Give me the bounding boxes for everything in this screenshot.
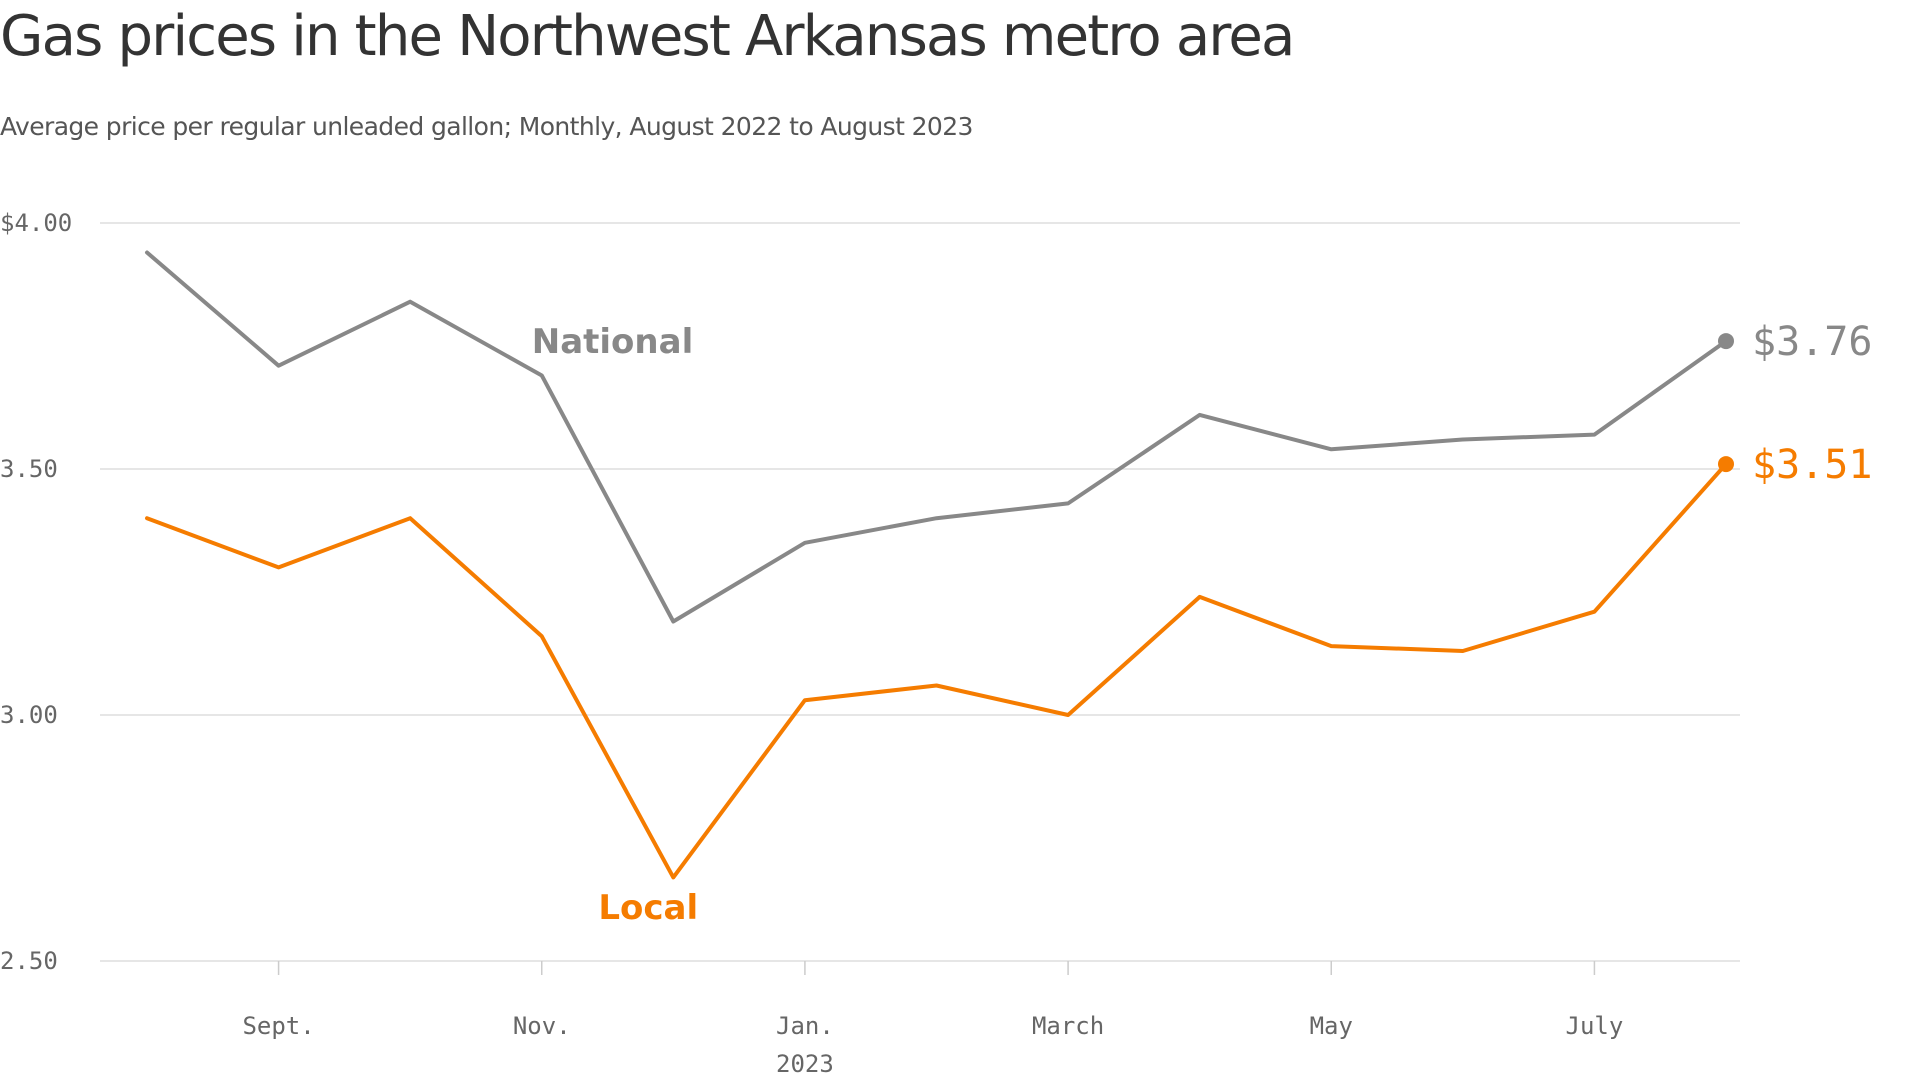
end-point-local bbox=[1718, 456, 1734, 473]
chart-subtitle: Average price per regular unleaded gallo… bbox=[0, 112, 973, 141]
series-line-local bbox=[145, 462, 1728, 880]
x-tick-label: March bbox=[1032, 1012, 1104, 1040]
x-year-label: 2023 bbox=[776, 1050, 834, 1078]
series-labels: $3.76 National $3.51 Local bbox=[532, 319, 1873, 928]
series-lines bbox=[145, 250, 1734, 880]
grid-lines bbox=[100, 222, 1740, 975]
chart-title: Gas prices in the Northwest Arkansas met… bbox=[0, 4, 1295, 69]
series-name-label-national: National bbox=[532, 322, 693, 362]
x-tick-label: July bbox=[1566, 1012, 1624, 1040]
x-tick-label: Sept. bbox=[242, 1012, 314, 1040]
y-tick-label: $4.00 bbox=[0, 209, 72, 237]
series-line-national bbox=[145, 250, 1728, 624]
x-tick-label: May bbox=[1310, 1012, 1353, 1040]
axis-labels: $4.00 3.50 3.00 2.50 Sept. Nov. Jan. March May Ju… bbox=[0, 209, 1623, 1078]
x-tick-label: Nov. bbox=[513, 1012, 571, 1040]
y-tick-label: 3.50 bbox=[0, 455, 58, 483]
end-value-label-local: $3.51 bbox=[1752, 442, 1872, 488]
end-value-label-national: $3.76 bbox=[1752, 319, 1872, 365]
end-point-national bbox=[1718, 333, 1734, 350]
y-tick-label: 2.50 bbox=[0, 947, 58, 975]
x-tick-label: Jan. bbox=[776, 1012, 834, 1040]
series-name-label-local: Local bbox=[598, 888, 698, 928]
y-tick-label: 3.00 bbox=[0, 701, 58, 729]
